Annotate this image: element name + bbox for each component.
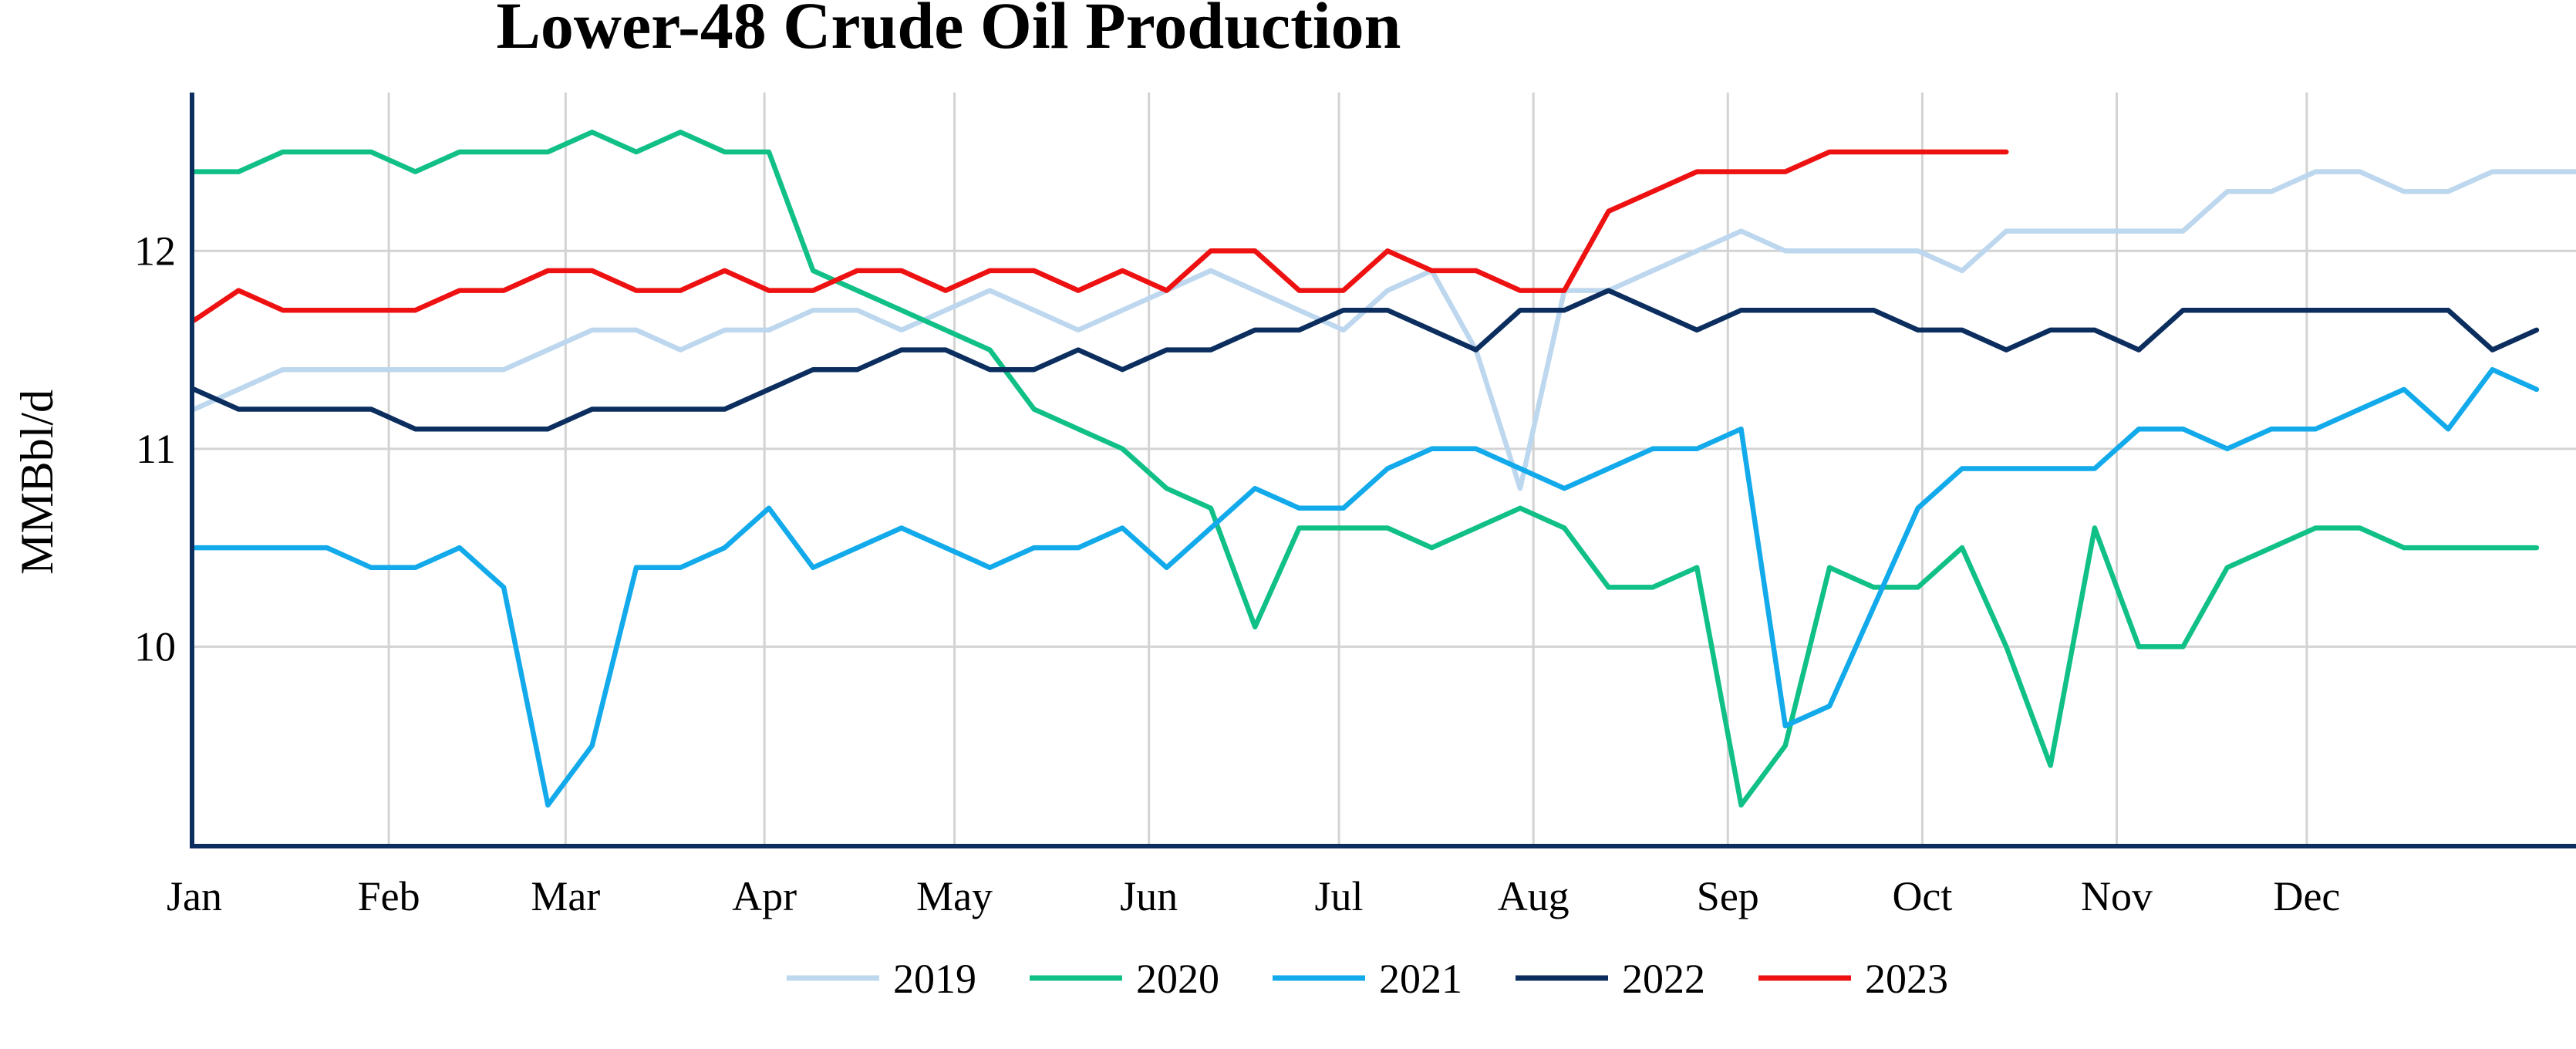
- y-tick-label: 12: [134, 228, 176, 274]
- x-tick-label: Mar: [531, 873, 600, 919]
- series-line-2023: [191, 149, 2009, 323]
- y-tick-labels: 10 11 12: [134, 228, 176, 670]
- x-tick-label: Sep: [1697, 873, 1759, 919]
- legend-label-2022: 2022: [1622, 956, 1705, 1002]
- x-tick-label: Dec: [2273, 873, 2340, 919]
- x-tick-label: Apr: [732, 873, 797, 919]
- x-tick-labels: Jan Feb Mar Apr May Jun Jul Aug Sep Oct Nov Dec: [167, 873, 2340, 919]
- y-tick-label: 11: [136, 426, 176, 472]
- legend-label-2020: 2020: [1136, 956, 1219, 1002]
- x-tick-label: Jun: [1120, 873, 1178, 919]
- legend-label-2019: 2019: [893, 956, 976, 1002]
- series-line-2020: [191, 130, 2540, 808]
- x-tick-label: Aug: [1498, 873, 1570, 919]
- chart-title: Lower-48 Crude Oil Production: [497, 0, 1401, 62]
- legend-label-2023: 2023: [1865, 956, 1948, 1002]
- x-tick-label: Feb: [358, 873, 420, 919]
- x-tick-label: Jul: [1315, 873, 1364, 919]
- legend-label-2021: 2021: [1379, 956, 1462, 1002]
- legend: 2019 2020 2021 2022 2023: [787, 956, 1948, 1002]
- y-axis-label: MMBbl/d: [12, 390, 62, 575]
- series-line-2022: [191, 288, 2540, 432]
- x-tick-label: Jan: [167, 873, 222, 919]
- series-line-2021: [191, 366, 2540, 808]
- x-tick-label: Nov: [2081, 873, 2153, 919]
- axes: [190, 93, 2576, 848]
- x-tick-label: May: [916, 873, 993, 919]
- x-tick-label: Oct: [1892, 873, 1952, 919]
- y-tick-label: 10: [134, 623, 176, 670]
- series-line-2019: [191, 169, 2576, 491]
- series-lines: [191, 130, 2576, 808]
